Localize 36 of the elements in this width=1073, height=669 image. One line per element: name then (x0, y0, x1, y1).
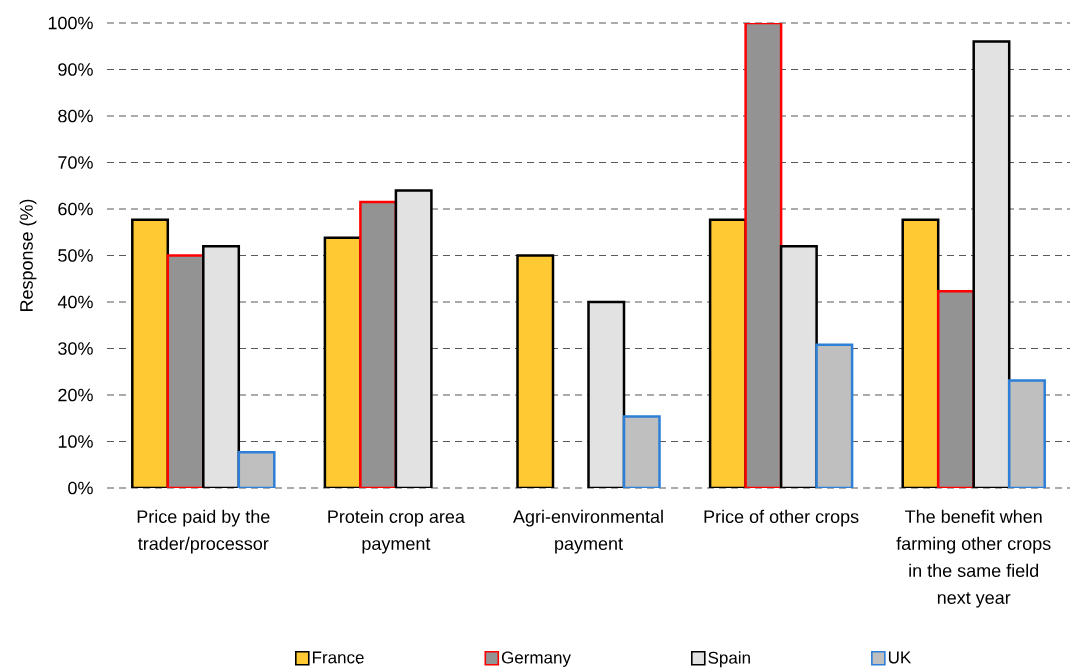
bar (131, 218, 170, 488)
bar (202, 244, 241, 488)
y-tick-label: 80% (58, 109, 93, 123)
y-tick-label: 100% (48, 16, 93, 30)
y-axis-title: Response (%) (19, 199, 37, 312)
y-tick-label: 0% (68, 481, 93, 495)
y-tick-label: 10% (58, 435, 93, 448)
bar (1007, 379, 1046, 488)
legend-label: Germany (501, 651, 571, 667)
bar (744, 22, 783, 488)
bar (394, 189, 433, 488)
bar (815, 343, 854, 488)
bar (901, 218, 940, 488)
y-tick-label: 70% (58, 156, 93, 169)
x-tick-label: Protein crop area payment (328, 509, 465, 554)
legend-label: UK (888, 651, 912, 664)
bar (359, 200, 398, 488)
bar (779, 244, 818, 488)
x-tick-label: Price of other crops (704, 509, 859, 527)
bar (972, 40, 1011, 488)
bar (622, 415, 661, 488)
legend-label: France (312, 651, 364, 664)
y-tick-label: 50% (58, 249, 93, 262)
x-tick-label: Agri-environmental payment (513, 509, 663, 554)
y-tick-label: 60% (58, 202, 93, 216)
bar (516, 254, 555, 488)
x-tick-label: The benefit when farming other crops in the same field next year (896, 509, 1051, 608)
y-tick-label: 30% (58, 342, 93, 355)
bar (166, 254, 205, 488)
y-tick-label: 40% (57, 295, 93, 309)
y-tick-label: 20% (58, 388, 93, 402)
y-tick-label: 90% (58, 63, 93, 76)
bar (587, 300, 626, 488)
bar (323, 236, 362, 488)
legend-label: Spain (708, 651, 750, 668)
x-tick-label: Price paid by the trader/processor (137, 509, 270, 554)
